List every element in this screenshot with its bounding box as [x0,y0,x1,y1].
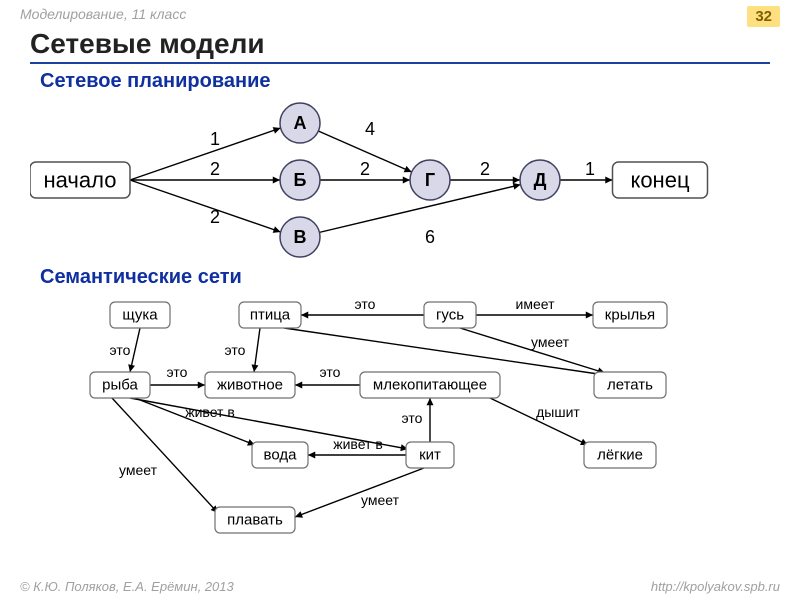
svg-text:2: 2 [480,159,490,179]
semantic-graph: этоэтоэтоимеетумеетэтоэтоживет вживет вэ… [30,295,770,570]
svg-text:кит: кит [419,447,441,464]
svg-text:щука: щука [122,307,158,324]
svg-text:конец: конец [630,168,689,193]
page-number: 32 [747,6,780,27]
svg-text:млекопитающее: млекопитающее [373,377,487,394]
svg-text:рыба: рыба [102,377,138,394]
svg-text:это: это [110,342,131,358]
header-subject: Моделирование, 11 класс [20,6,186,22]
svg-text:В: В [294,227,307,247]
title-underline [30,62,770,64]
svg-text:живет в: живет в [333,436,383,452]
svg-text:2: 2 [210,159,220,179]
page-title: Сетевые модели [30,28,265,60]
svg-text:начало: начало [44,168,117,193]
svg-text:птица: птица [250,307,291,324]
section-semantic-title: Семантические сети [40,266,242,289]
svg-text:это: это [225,342,246,358]
svg-text:это: это [167,364,188,380]
footer-url: http://kpolyakov.spb.ru [651,579,780,594]
svg-text:лёгкие: лёгкие [597,447,643,464]
svg-text:6: 6 [425,227,435,247]
svg-text:4: 4 [365,119,375,139]
svg-text:летать: летать [607,377,653,394]
footer-copyright: © К.Ю. Поляков, Е.А. Ерёмин, 2013 [20,579,234,594]
svg-text:2: 2 [210,207,220,227]
svg-text:это: это [320,364,341,380]
svg-text:дышит: дышит [536,404,580,420]
svg-text:А: А [294,113,307,133]
svg-text:Г: Г [425,170,435,190]
svg-text:это: это [355,296,376,312]
svg-text:1: 1 [585,159,595,179]
svg-text:1: 1 [210,129,220,149]
svg-text:умеет: умеет [361,492,400,508]
svg-text:это: это [402,410,423,426]
svg-text:Д: Д [534,170,547,190]
svg-text:2: 2 [360,159,370,179]
svg-text:животное: животное [217,377,283,394]
svg-text:имеет: имеет [516,296,556,312]
section-planning-title: Сетевое планирование [40,70,271,93]
svg-text:Б: Б [294,170,307,190]
svg-text:умеет: умеет [119,462,158,478]
svg-text:крылья: крылья [605,307,655,324]
svg-text:умеет: умеет [531,334,570,350]
svg-text:плавать: плавать [227,512,283,529]
svg-text:гусь: гусь [436,307,464,324]
svg-text:вода: вода [264,447,298,464]
planning-graph: 1 2 2 4 2 6 2 1 начало А Б В Г Дконец [30,95,770,265]
